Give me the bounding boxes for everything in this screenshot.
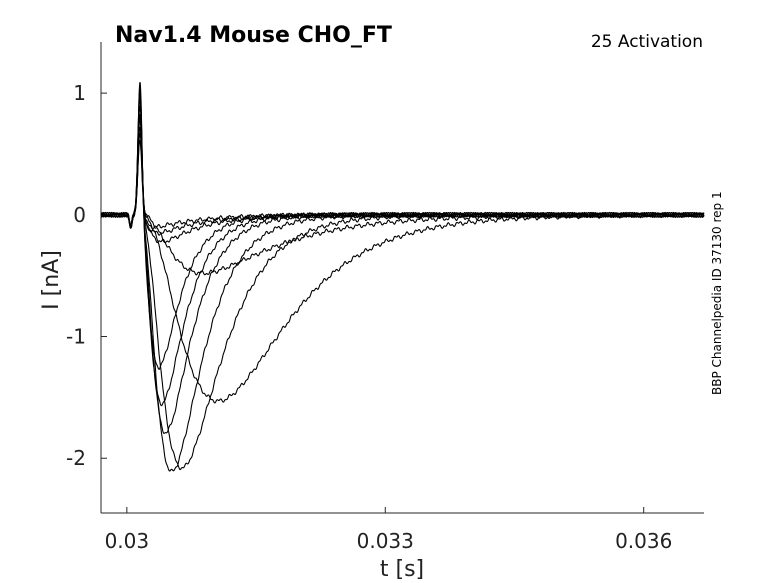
y-tick-label: -2 — [66, 446, 86, 470]
side-note: BBP Channelpedia ID 37130 rep 1 — [710, 191, 724, 395]
y-tick-label: 0 — [73, 203, 86, 227]
trace-line — [100, 88, 705, 407]
x-axis-label: t [s] — [380, 557, 424, 582]
axes: 0.03 0.033 0.036 1 0 -1 -2 — [66, 42, 704, 553]
chart-title: Nav1.4 Mouse CHO_FT — [115, 23, 392, 48]
x-tick-label: 0.03 — [105, 529, 150, 553]
trace-line — [100, 113, 705, 404]
trace-line — [100, 98, 705, 472]
y-tick-label: 1 — [73, 81, 86, 105]
traces — [100, 82, 705, 472]
y-axis-label: I [nA] — [39, 250, 64, 310]
x-tick-label: 0.036 — [615, 529, 672, 553]
chart-subtitle: 25 Activation — [591, 32, 703, 52]
trace-line — [100, 117, 705, 276]
trace-line — [100, 126, 705, 244]
trace-line — [100, 105, 705, 471]
x-tick-label: 0.033 — [357, 529, 414, 553]
trace-line — [100, 82, 705, 370]
trace-line — [100, 91, 705, 434]
y-tick-label: -1 — [66, 325, 86, 349]
